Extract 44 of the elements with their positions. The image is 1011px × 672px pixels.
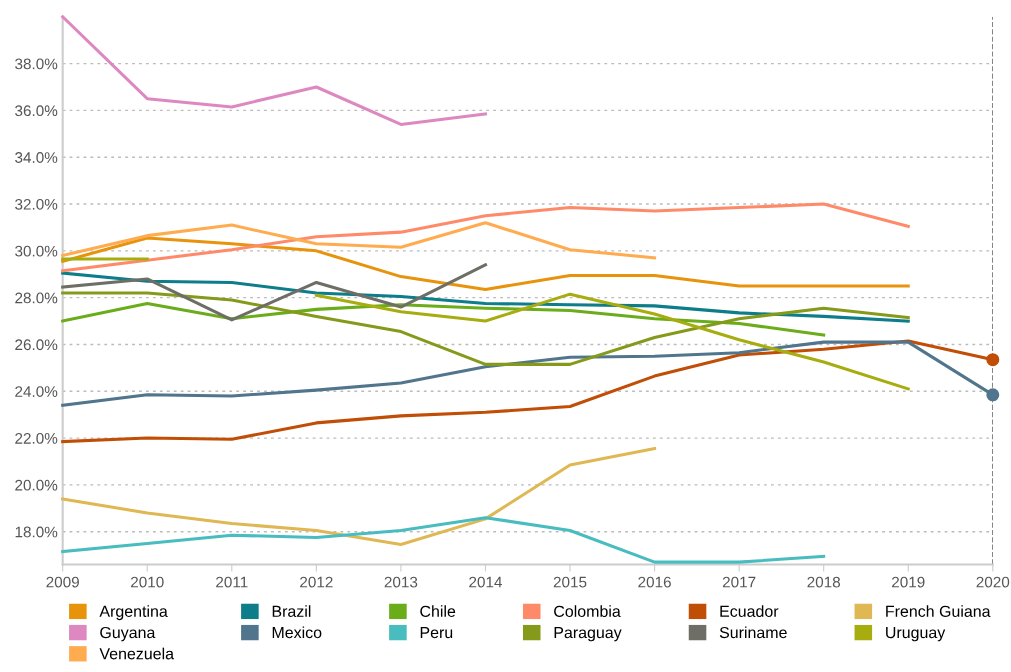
y-tick-label: 18.0% (15, 526, 58, 538)
x-tick-label: 2009 (46, 576, 79, 588)
y-tick-label: 38.0% (15, 58, 58, 70)
legend-label: Uruguay (886, 627, 946, 642)
x-tick-label: 2018 (807, 576, 841, 588)
y-tick-label: 36.0% (15, 105, 58, 117)
y-tick-label: 24.0% (15, 386, 58, 397)
line-series (61, 263, 487, 322)
y-tick-label: 22.0% (15, 432, 58, 444)
legend-label: Ecuador (720, 605, 779, 617)
x-tick-label: 2016 (638, 576, 671, 588)
line-series (61, 15, 487, 126)
legend-label: Venezuela (99, 647, 175, 660)
legend-label: Guyana (100, 626, 156, 642)
x-tick-label: 2011 (216, 576, 248, 588)
x-tick-label: 2015 (553, 576, 587, 588)
legend-label: Paraguay (554, 627, 622, 642)
x-tick-label: 2019 (892, 576, 925, 588)
x-tick-label: 2010 (131, 576, 164, 588)
y-tick-label: 30.0% (15, 245, 58, 257)
line-series (61, 516, 826, 564)
x-tick-label: 2020 (976, 576, 1010, 588)
legend-label: Suriname (719, 626, 787, 639)
legend-label: Peru (420, 627, 453, 639)
legend-label: Argentina (99, 605, 168, 621)
y-tick-label: 26.0% (15, 339, 58, 351)
y-tick-label: 28.0% (15, 292, 58, 304)
x-tick-label: 2014 (469, 576, 503, 588)
y-tick-label: 20.0% (15, 479, 58, 491)
legend-label: French Guiana (886, 605, 991, 617)
legend-label: Mexico (272, 626, 322, 639)
legend-label: Brazil (272, 605, 311, 617)
y-tick-label: 34.0% (15, 152, 58, 163)
line-series (61, 447, 657, 547)
x-tick-label: 2017 (722, 576, 756, 588)
x-tick-label: 2013 (384, 576, 418, 588)
line-series (61, 221, 657, 260)
line-series (61, 202, 910, 273)
line-series (61, 236, 910, 291)
legend-label: Colombia (554, 605, 621, 617)
line-series (61, 291, 910, 366)
legend-label: Chile (420, 605, 456, 617)
x-tick-label: 2012 (300, 576, 333, 588)
y-tick-label: 32.0% (15, 198, 58, 210)
